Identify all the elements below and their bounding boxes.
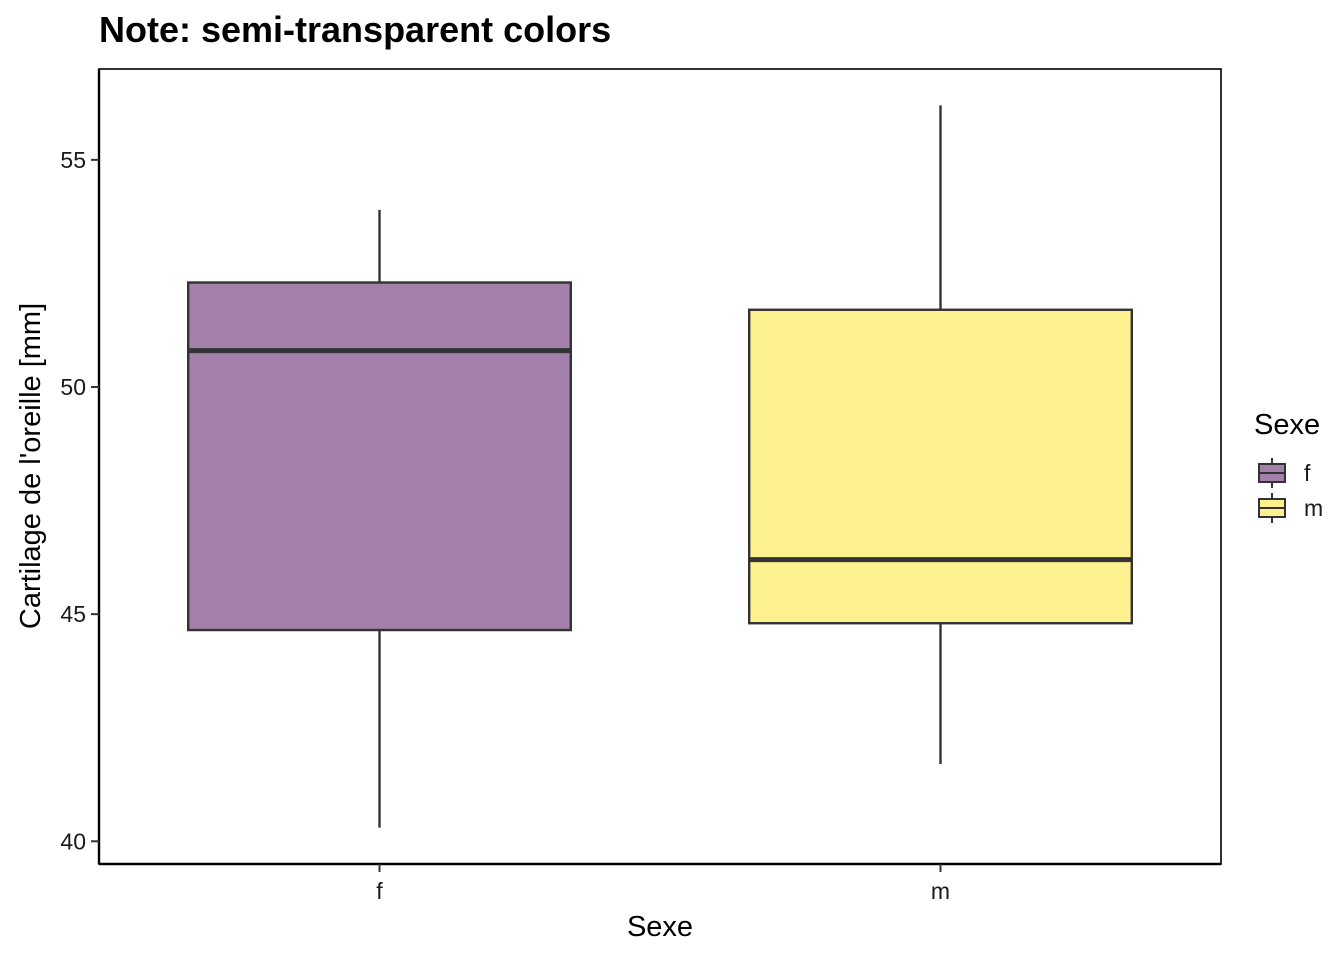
box-m: [747, 105, 1134, 765]
box-body-f: [186, 281, 573, 632]
legend-item-m: m: [1258, 493, 1323, 523]
x-tick-label-f: f: [376, 878, 383, 904]
legend-label-f: f: [1304, 460, 1311, 486]
x-tick-label-m: m: [931, 878, 950, 904]
box-body-m: [747, 308, 1134, 625]
box-f: [186, 209, 573, 828]
y-axis-title: Cartilage de l'oreille [mm]: [15, 303, 47, 629]
legend-items: fm: [1258, 458, 1323, 523]
y-tick-label-45: 45: [60, 601, 86, 627]
legend-label-m: m: [1304, 495, 1323, 521]
y-axis-ticks: 40 45 50 55: [60, 147, 99, 854]
legend-title: Sexe: [1254, 409, 1320, 441]
box-series: [186, 105, 1134, 828]
x-axis-title: Sexe: [627, 911, 693, 943]
legend: Sexe fm: [1254, 409, 1323, 523]
y-tick-label-55: 55: [60, 147, 86, 173]
chart-title: Note: semi-transparent colors: [99, 9, 611, 50]
y-tick-label-50: 50: [60, 374, 86, 400]
y-tick-label-40: 40: [60, 828, 86, 854]
legend-item-f: f: [1258, 458, 1311, 488]
